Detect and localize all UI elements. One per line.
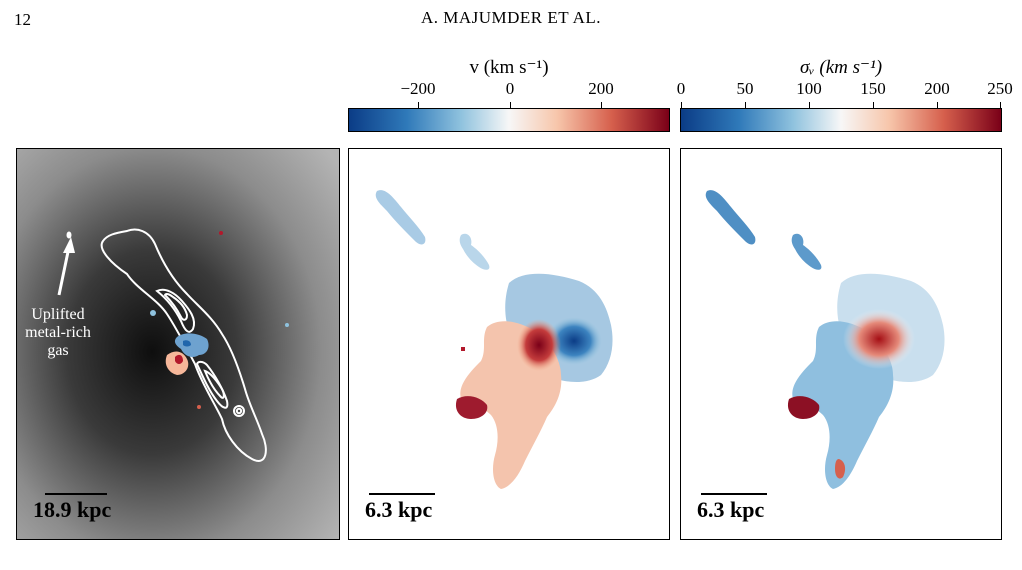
dispersion-tick-mark — [681, 102, 682, 108]
velocity-tick-mark — [510, 102, 511, 108]
annotation-line: Uplifted — [31, 306, 85, 323]
dispersion-tick-label: 250 — [987, 79, 1013, 98]
velocity-tick-label: 0 — [505, 79, 515, 98]
metal-rich-gas-blobs — [150, 231, 289, 409]
dispersion-tick-mark — [1000, 102, 1001, 108]
scale-bar-label: 6.3 kpc — [365, 497, 433, 522]
velocity-tick-mark — [418, 102, 419, 108]
dispersion-colorbar — [680, 108, 1002, 132]
velocity-tick-label: −200 — [400, 79, 436, 98]
velocity-tick-label: 200 — [588, 79, 614, 98]
velocity-map-panel: 6.3 kpc — [348, 148, 670, 540]
velocity-tick-mark — [601, 102, 602, 108]
dispersion-map-panel: 6.3 kpc — [680, 148, 1002, 540]
scale-bar — [369, 493, 435, 495]
velocity-map-image — [375, 190, 613, 489]
scale-bar-label: 6.3 kpc — [697, 497, 765, 522]
dispersion-tick-mark — [937, 102, 938, 108]
running-head: A. MAJUMDER ET AL. — [420, 8, 602, 27]
scale-bar-label: 18.9 kpc — [33, 497, 112, 522]
dispersion-tick-label: 200 — [924, 79, 950, 98]
scale-bar — [701, 493, 767, 495]
scale-bar — [45, 493, 107, 495]
dispersion-tick-mark — [873, 102, 874, 108]
uplift-annotation: Uplifted metal-rich gas — [17, 306, 103, 360]
dispersion-tick-mark — [745, 102, 746, 108]
xray-map-panel: Uplifted metal-rich gas 18.9 kpc — [16, 148, 340, 540]
velocity-colorbar-title: v (km s⁻¹) — [469, 57, 549, 78]
uplift-arrow — [57, 231, 75, 296]
velocity-colorbar — [348, 108, 670, 132]
dispersion-tick-label: 0 — [676, 79, 686, 98]
dispersion-tick-label: 150 — [860, 79, 886, 98]
xray-map-image — [17, 149, 339, 539]
annotation-line: gas — [47, 342, 69, 359]
dispersion-tick-label: 50 — [736, 79, 754, 98]
page-number: 12 — [14, 10, 31, 29]
dispersion-tick-mark — [809, 102, 810, 108]
dispersion-colorbar-title: σᵥ (km s⁻¹) — [799, 57, 883, 78]
dispersion-map-image — [705, 190, 945, 489]
dispersion-tick-label: 100 — [796, 79, 822, 98]
radio-contours — [100, 228, 267, 462]
annotation-line: metal-rich — [25, 324, 91, 341]
